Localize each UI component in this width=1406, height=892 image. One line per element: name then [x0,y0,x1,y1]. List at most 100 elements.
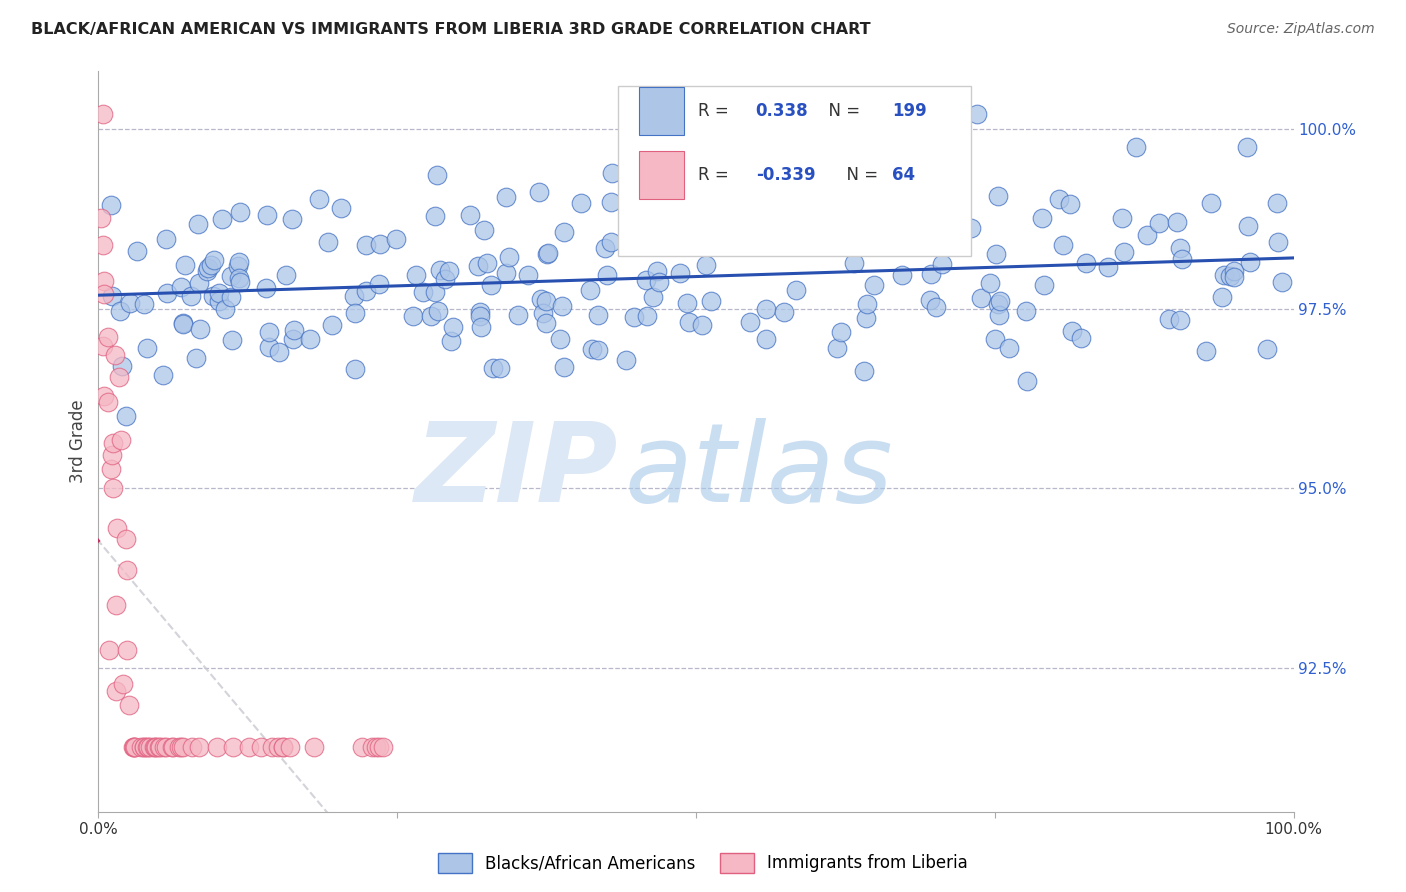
Point [271,739,294,754]
Point [367,739,389,754]
Point [1237,219,1260,234]
Point [143,739,166,754]
Point [228,255,250,269]
Point [125,244,148,258]
Point [959,221,981,235]
Text: atlas: atlas [624,417,893,524]
Point [155,232,177,246]
Point [367,277,389,292]
Point [1033,277,1056,292]
Point [700,293,723,308]
Point [101,289,124,303]
Point [344,305,367,319]
Point [690,318,713,332]
Point [536,293,558,308]
Point [853,364,876,378]
Point [91,107,114,121]
Point [136,739,159,754]
Text: 64: 64 [891,166,915,184]
Point [569,195,592,210]
Point [281,212,304,227]
Point [920,267,942,281]
Point [139,739,162,754]
Point [904,217,927,231]
Point [969,291,991,305]
Point [91,237,114,252]
Point [343,362,366,376]
Point [273,739,295,754]
Point [124,739,146,754]
Point [201,288,224,302]
FancyBboxPatch shape [638,87,685,135]
Point [987,189,1010,203]
Point [470,320,492,334]
Point [104,348,127,362]
Point [281,332,304,346]
Point [172,316,194,330]
Point [636,273,658,287]
Point [839,229,862,244]
Point [1060,324,1083,338]
Point [531,305,554,319]
Text: -0.339: -0.339 [756,166,815,184]
Point [1149,216,1171,230]
Point [108,304,131,318]
Point [1219,268,1241,283]
Point [676,296,699,310]
Point [100,462,122,476]
Point [148,739,170,754]
Point [162,739,184,754]
Point [984,332,1007,346]
Point [266,739,288,754]
Point [775,197,797,211]
Point [830,325,852,339]
Point [207,739,229,754]
Point [787,212,810,227]
Point [579,283,602,297]
Point [855,310,877,325]
Point [111,359,134,373]
Point [152,368,174,383]
Point [832,234,855,248]
Point [1047,192,1070,206]
Point [495,266,517,280]
Point [551,299,574,313]
FancyBboxPatch shape [638,151,685,199]
Text: Source: ZipAtlas.com: Source: ZipAtlas.com [1227,22,1375,37]
Point [153,739,176,754]
Point [385,232,408,246]
Y-axis label: 3rd Grade: 3rd Grade [69,400,87,483]
Point [101,448,124,462]
Point [425,210,447,224]
Point [1015,304,1038,318]
Point [429,263,451,277]
Point [187,277,209,291]
Point [792,166,814,180]
Point [308,192,330,206]
Point [283,323,305,337]
Point [842,255,865,269]
Point [553,226,575,240]
Point [1223,269,1246,284]
Legend: Blacks/African Americans, Immigrants from Liberia: Blacks/African Americans, Immigrants fro… [432,847,974,880]
Point [368,236,391,251]
Point [352,739,374,754]
Point [254,281,277,295]
Point [167,739,190,754]
Text: BLACK/AFRICAN AMERICAN VS IMMIGRANTS FROM LIBERIA 3RD GRADE CORRELATION CHART: BLACK/AFRICAN AMERICAN VS IMMIGRANTS FRO… [31,22,870,37]
Point [1199,196,1222,211]
Point [302,739,325,754]
Text: R =: R = [699,166,734,184]
Point [115,409,138,423]
Point [1223,264,1246,278]
Point [1059,197,1081,211]
Point [479,278,502,293]
Point [647,264,669,278]
Point [1170,312,1192,326]
Point [643,290,665,304]
Point [931,257,953,271]
Point [537,246,560,260]
Point [825,341,848,355]
Point [1070,331,1092,345]
Point [156,286,179,301]
